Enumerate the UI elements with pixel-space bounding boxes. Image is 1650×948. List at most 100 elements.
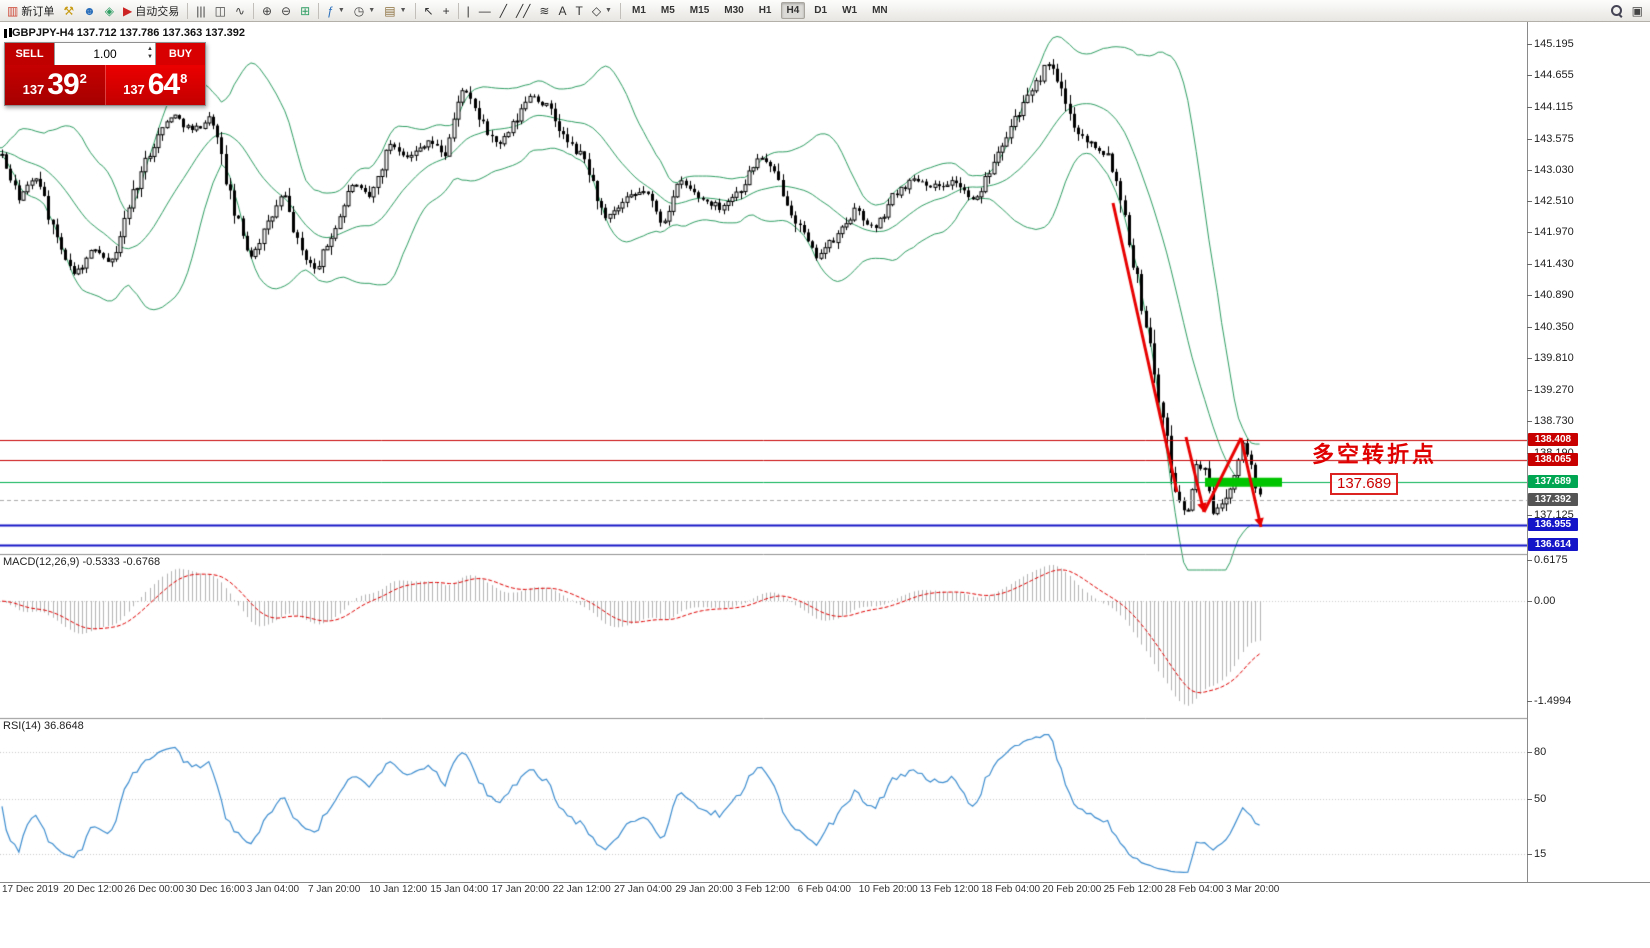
zoom-in-icon: ⊕ xyxy=(261,3,273,18)
periods-button[interactable]: ◷ ▼ xyxy=(350,1,379,20)
time-axis-label: 17 Jan 20:00 xyxy=(491,884,550,895)
time-axis-label: 18 Feb 04:00 xyxy=(981,884,1041,895)
timeframe-m30-button[interactable]: M30 xyxy=(724,5,744,16)
arrows-icon: ◇ xyxy=(591,3,602,18)
new-window-button[interactable]: ▣ xyxy=(1628,1,1647,20)
buy-button[interactable]: BUY xyxy=(156,43,205,65)
time-axis-label: 3 Jan 04:00 xyxy=(246,884,300,895)
price-axis-label: 143.030 xyxy=(1527,164,1574,177)
market-watch-button[interactable]: ☻ xyxy=(79,1,100,20)
templates-icon: ▤ xyxy=(384,3,396,18)
sell-price-button[interactable]: 137 39 2 xyxy=(5,65,105,105)
timeframe-h4-button[interactable]: H4 xyxy=(780,2,806,19)
buy-price-button[interactable]: 137 64 8 xyxy=(104,65,205,105)
horizontal-line-button[interactable]: — xyxy=(475,1,495,20)
price-axis-label: 144.115 xyxy=(1527,100,1573,113)
indicators-button[interactable]: ƒ ▼ xyxy=(323,1,349,20)
line-chart-icon: ∿ xyxy=(234,3,245,18)
sell-price-sup: 2 xyxy=(79,70,87,86)
spinner-up-icon[interactable]: ▲ xyxy=(147,46,153,52)
dropdown-arrow-icon: ▼ xyxy=(368,7,376,14)
arrows-button[interactable]: ◇ ▼ xyxy=(588,1,616,20)
channel-icon: ╱╱ xyxy=(515,3,531,18)
horizontal-line-icon: — xyxy=(478,3,491,18)
navigator-button[interactable]: ◈ xyxy=(101,1,118,20)
time-axis-label: 15 Jan 04:00 xyxy=(430,884,489,895)
candlestick-icon xyxy=(4,28,7,38)
autotrading-icon: ▶ xyxy=(122,3,133,18)
timeframe-m15-button[interactable]: M15 xyxy=(689,5,710,16)
price-axis-label: 144.655 xyxy=(1527,69,1574,82)
price-axis-label: 141.970 xyxy=(1527,226,1574,239)
spinner-down-icon[interactable]: ▼ xyxy=(147,54,153,61)
autotrading-button[interactable]: ▶ 自动交易 xyxy=(119,1,183,20)
templates-button[interactable]: ▤ ▼ xyxy=(380,1,410,20)
price-axis-label: 140.890 xyxy=(1527,289,1574,302)
timeframe-d1-button[interactable]: D1 xyxy=(814,5,828,16)
candlestick-chart-icon: ◫ xyxy=(214,3,226,18)
autotrading-button-label: 自动交易 xyxy=(135,5,180,18)
rsi-axis-label: 50 xyxy=(1526,793,1547,805)
timeframe-w1-button[interactable]: W1 xyxy=(842,5,858,16)
sell-price-prefix: 137 xyxy=(22,82,45,97)
crosshair-button[interactable]: + xyxy=(439,1,454,20)
fibonacci-button[interactable]: ≋ xyxy=(535,1,553,20)
price-axis-label: 142.510 xyxy=(1527,194,1574,207)
hammer-tools-button[interactable]: ⚒ xyxy=(59,1,78,20)
rsi-indicator-label: RSI(14) 36.8648 xyxy=(3,720,84,732)
tile-windows-icon: ⊞ xyxy=(300,3,311,18)
symbol-ohlc-text: GBPJPY-H4 137.712 137.786 137.363 137.39… xyxy=(12,27,246,39)
timeframe-m5-button[interactable]: M5 xyxy=(660,5,675,16)
trendline-button[interactable]: ╱ xyxy=(496,1,511,20)
vertical-line-button[interactable]: | xyxy=(463,1,474,20)
time-axis-label: 25 Feb 12:00 xyxy=(1103,884,1163,895)
indicators-icon: ƒ xyxy=(327,3,334,18)
new-window-icon: ▣ xyxy=(1631,3,1643,18)
time-axis-label: 3 Feb 12:00 xyxy=(736,884,790,895)
buy-price-big: 64 xyxy=(147,68,180,101)
toolbar-separator xyxy=(252,2,254,19)
axis-separator xyxy=(1527,22,1528,882)
dropdown-arrow-icon: ▼ xyxy=(337,7,345,14)
dropdown-arrow-icon: ▼ xyxy=(605,7,612,14)
price-axis-label: 141.430 xyxy=(1527,257,1574,270)
price-level-badge: 138.065 xyxy=(1528,453,1578,467)
vertical-line-icon: | xyxy=(466,3,470,18)
channel-button[interactable]: ╱╱ xyxy=(512,1,534,20)
rsi-axis-label: 80 xyxy=(1526,745,1547,758)
cursor-icon: ↖ xyxy=(423,3,434,18)
fibonacci-icon: ≋ xyxy=(539,3,550,18)
timeframe-m1-button[interactable]: M1 xyxy=(631,5,646,16)
time-axis-label: 20 Feb 20:00 xyxy=(1042,884,1102,895)
zoom-out-button[interactable]: ⊖ xyxy=(277,1,295,20)
time-axis-label: 20 Dec 12:00 xyxy=(63,884,123,895)
candlestick-chart-button[interactable]: ◫ xyxy=(211,1,230,20)
volume-value: 1.00 xyxy=(93,47,117,61)
sell-price-big: 39 xyxy=(47,68,79,101)
volume-spinner[interactable]: ▲ ▼ xyxy=(147,45,153,61)
tile-windows-button[interactable]: ⊞ xyxy=(296,1,314,20)
time-axis-label: 22 Jan 12:00 xyxy=(552,884,611,895)
line-chart-button[interactable]: ∿ xyxy=(231,1,249,20)
chart-canvas[interactable] xyxy=(0,22,1527,882)
new-order-button[interactable]: ▥ 新订单 xyxy=(3,1,58,20)
text-button[interactable]: A xyxy=(554,1,570,20)
timeframe-mn-button[interactable]: MN xyxy=(872,5,888,16)
time-axis-label: 30 Dec 16:00 xyxy=(185,884,246,895)
price-axis-label: 140.350 xyxy=(1527,320,1574,333)
time-axis-label: 7 Jan 20:00 xyxy=(308,884,361,895)
dropdown-arrow-icon: ▼ xyxy=(399,7,407,14)
new-order-icon: ▥ xyxy=(7,3,19,18)
time-axis-label: 13 Feb 12:00 xyxy=(920,884,979,895)
volume-field[interactable]: 1.00 ▲ ▼ xyxy=(54,43,156,65)
toolbar-separator xyxy=(318,2,320,19)
turning-point-annotation: 多空转折点 xyxy=(1312,442,1438,467)
sell-button[interactable]: SELL xyxy=(5,43,54,65)
cursor-button[interactable]: ↖ xyxy=(420,1,438,20)
zoom-in-button[interactable]: ⊕ xyxy=(258,1,276,20)
timeframe-h1-button[interactable]: H1 xyxy=(758,5,772,16)
bar-chart-button[interactable]: ||| xyxy=(192,1,209,20)
search-button[interactable] xyxy=(1607,1,1627,20)
time-axis-label: 3 Mar 20:00 xyxy=(1226,884,1280,895)
text-label-button[interactable]: T xyxy=(571,1,586,20)
